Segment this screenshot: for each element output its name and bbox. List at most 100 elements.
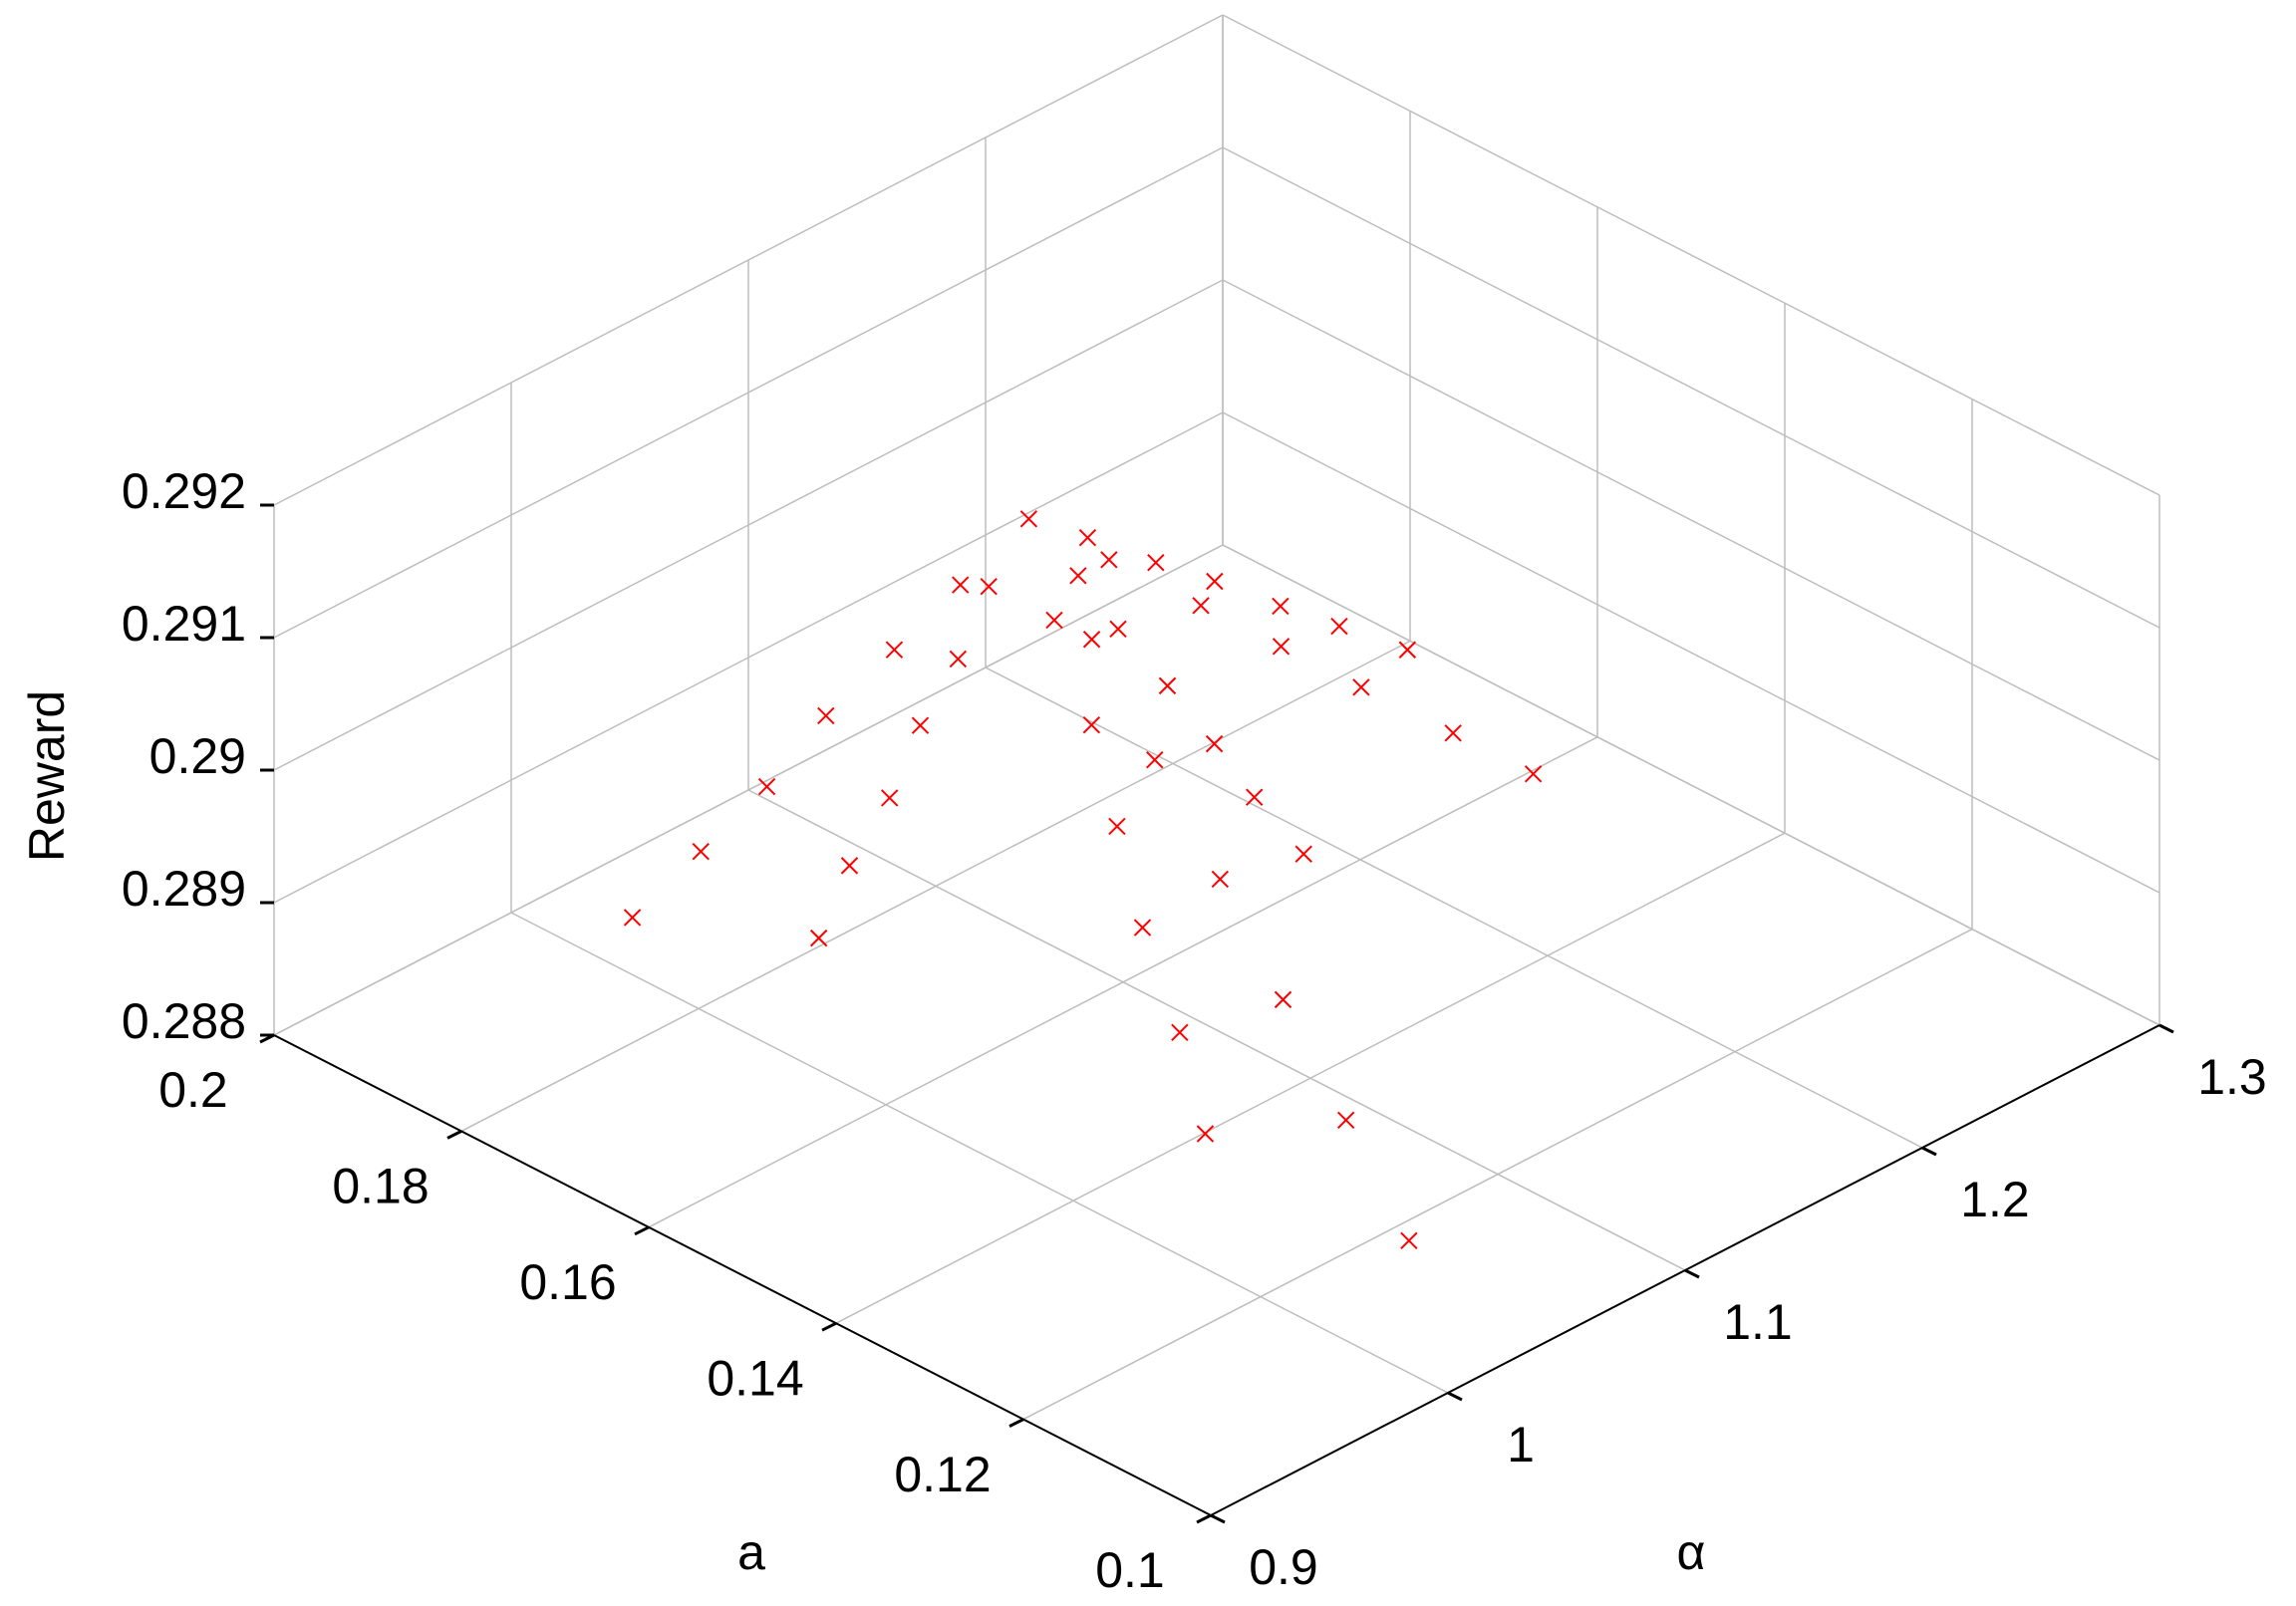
x-tick-label: 0.9 — [1249, 1539, 1318, 1595]
marker-stroke — [885, 641, 904, 659]
point — [623, 909, 642, 927]
point — [1398, 641, 1417, 659]
y-tick-label: 0.1 — [1095, 1542, 1165, 1598]
marker-stroke — [1211, 870, 1230, 889]
point — [1336, 1111, 1355, 1130]
y-tick-label: 0.12 — [894, 1447, 991, 1502]
marker-stroke — [1158, 676, 1177, 695]
point — [1171, 1023, 1189, 1042]
grid-line — [273, 279, 1224, 771]
marker-stroke — [1398, 641, 1417, 659]
z-tick-label: 0.288 — [122, 993, 246, 1049]
marker-stroke — [1100, 551, 1118, 569]
point — [911, 716, 930, 734]
point — [817, 706, 835, 725]
grid-line — [1222, 14, 2160, 496]
marker-stroke — [1192, 597, 1210, 615]
tick-mark — [2158, 1023, 2174, 1034]
tick-mark — [1447, 1391, 1463, 1402]
point — [1133, 919, 1152, 937]
marker-stroke — [1246, 788, 1264, 806]
marker-stroke — [1133, 919, 1152, 937]
point — [880, 789, 899, 807]
point — [952, 576, 970, 594]
y-tick-label: 0.14 — [707, 1350, 803, 1406]
marker-stroke — [1171, 1023, 1189, 1042]
point — [1192, 597, 1210, 615]
grid-line — [273, 146, 1224, 639]
point — [1158, 676, 1177, 695]
marker-stroke — [1352, 678, 1370, 696]
marker-stroke — [809, 929, 828, 947]
marker-stroke — [1147, 553, 1165, 572]
marker-stroke — [1069, 567, 1087, 585]
x-tick-label: 1.2 — [1960, 1172, 2030, 1227]
marker-stroke — [1146, 750, 1164, 769]
tick-mark — [1008, 1418, 1024, 1428]
point — [757, 777, 776, 796]
marker-stroke — [980, 578, 998, 596]
x-axis-label: α — [1677, 1524, 1706, 1580]
point — [840, 857, 859, 875]
marker-stroke — [1019, 510, 1038, 528]
tick-mark — [1684, 1268, 1700, 1279]
point — [1196, 1125, 1215, 1143]
point — [1109, 620, 1127, 639]
point — [1045, 611, 1063, 630]
marker-stroke — [911, 716, 930, 734]
marker-stroke — [1078, 528, 1097, 547]
marker-stroke — [1330, 617, 1348, 636]
tick-mark — [634, 1225, 650, 1236]
z-tick-label: 0.289 — [122, 861, 246, 917]
marker-stroke — [952, 576, 970, 594]
marker-stroke — [817, 706, 835, 725]
marker-stroke — [1108, 817, 1126, 836]
point — [1069, 567, 1087, 585]
point — [1524, 765, 1543, 783]
marker-stroke — [840, 857, 859, 875]
z-tick-label: 0.292 — [122, 463, 246, 519]
point — [809, 929, 828, 947]
marker-stroke — [1082, 716, 1101, 734]
marker-stroke — [757, 777, 776, 796]
marker-stroke — [1400, 1231, 1418, 1249]
grid-line — [1222, 146, 2160, 629]
x-tick-label: 1 — [1507, 1417, 1535, 1472]
point — [1330, 617, 1348, 636]
point — [1274, 990, 1292, 1009]
point — [1108, 817, 1126, 836]
grid-line — [1222, 279, 2160, 761]
point — [1082, 631, 1101, 649]
z-tick-label: 0.29 — [149, 728, 246, 784]
point — [949, 650, 968, 669]
marker-stroke — [1294, 845, 1312, 863]
point — [1019, 510, 1038, 528]
y-tick-label: 0.16 — [519, 1254, 616, 1310]
point — [1352, 678, 1370, 696]
marker-stroke — [1045, 611, 1063, 630]
marker-stroke — [1206, 572, 1224, 591]
point — [1100, 551, 1118, 569]
point — [980, 578, 998, 596]
grid-line — [273, 544, 1224, 1036]
grid-line — [747, 789, 1686, 1271]
tick-mark — [821, 1321, 837, 1332]
grid-line — [1222, 544, 2160, 1026]
point — [885, 641, 904, 659]
x-tick-label: 1.1 — [1723, 1294, 1793, 1350]
point — [1211, 870, 1230, 889]
point — [1146, 750, 1164, 769]
grid-line — [273, 14, 1224, 506]
point — [1272, 638, 1291, 656]
point — [1272, 597, 1290, 616]
marker-stroke — [1109, 620, 1127, 639]
point — [1206, 572, 1224, 591]
grid-line — [273, 411, 1224, 904]
grid-line — [510, 912, 1449, 1394]
tick-mark — [1921, 1146, 1937, 1157]
tick-mark — [1196, 1513, 1212, 1524]
x-tick-label: 1.3 — [2197, 1049, 2267, 1105]
marker-stroke — [1272, 597, 1290, 616]
